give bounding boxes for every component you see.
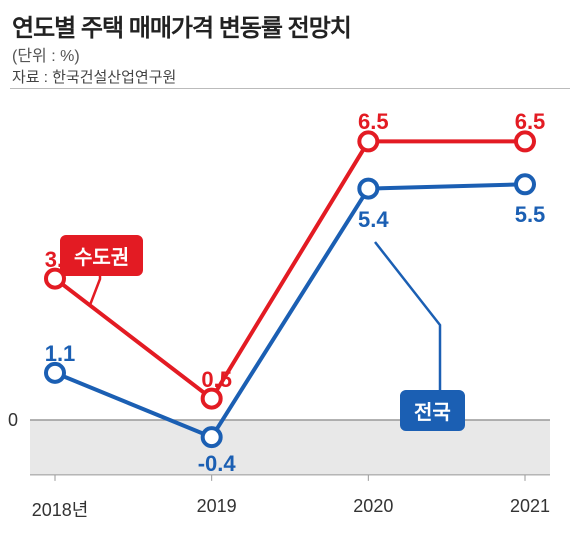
series-marker bbox=[359, 180, 377, 198]
callout-label: 전국 bbox=[400, 390, 465, 431]
below-zero-shade bbox=[30, 420, 550, 475]
series-callout: 수도권 bbox=[60, 235, 143, 276]
series-marker bbox=[203, 428, 221, 446]
x-axis-label: 2021 bbox=[495, 496, 565, 517]
data-label: 0.5 bbox=[187, 367, 247, 393]
x-axis-label: 2019 bbox=[182, 496, 252, 517]
y-zero-label: 0 bbox=[8, 410, 18, 431]
chart-source: 자료 : 한국건설산업연구원 bbox=[12, 66, 176, 87]
chart-svg bbox=[30, 90, 550, 470]
data-label: 6.5 bbox=[500, 109, 560, 135]
chart-container: 연도별 주택 매매가격 변동률 전망치 (단위 : %) 자료 : 한국건설산업… bbox=[0, 0, 570, 538]
data-label: 5.5 bbox=[500, 202, 560, 228]
callout-pointer bbox=[375, 242, 440, 408]
data-label: 6.5 bbox=[343, 109, 403, 135]
x-axis-label: 2020 bbox=[338, 496, 408, 517]
chart-plot-area bbox=[30, 90, 550, 470]
data-label: 5.4 bbox=[343, 207, 403, 233]
callout-label: 수도권 bbox=[60, 235, 143, 276]
data-label: 1.1 bbox=[30, 341, 90, 367]
series-callout: 전국 bbox=[400, 390, 465, 431]
chart-title: 연도별 주택 매매가격 변동률 전망치 bbox=[12, 8, 351, 43]
divider bbox=[10, 88, 570, 89]
data-label: -0.4 bbox=[187, 451, 247, 477]
x-axis-label: 2018년 bbox=[25, 496, 95, 522]
series-marker bbox=[516, 175, 534, 193]
chart-unit: (단위 : %) bbox=[12, 42, 80, 66]
x-axis-labels: 2018년201920202021 bbox=[30, 496, 550, 520]
